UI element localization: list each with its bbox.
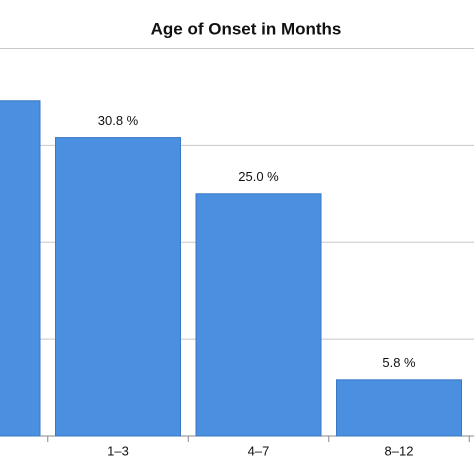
x-tick-label: 4–7 [248,443,270,458]
bar [0,100,41,437]
bar [336,379,462,437]
chart-title: Age of Onset in Months [151,19,342,38]
value-label: 30.8 % [98,113,139,128]
bar [195,193,322,437]
value-label: 25.0 % [238,169,279,184]
x-tick-label: 8–12 [385,443,414,458]
x-tick-label: 1–3 [107,443,129,458]
value-label: 5.8 % [382,355,416,370]
bar [55,137,181,437]
